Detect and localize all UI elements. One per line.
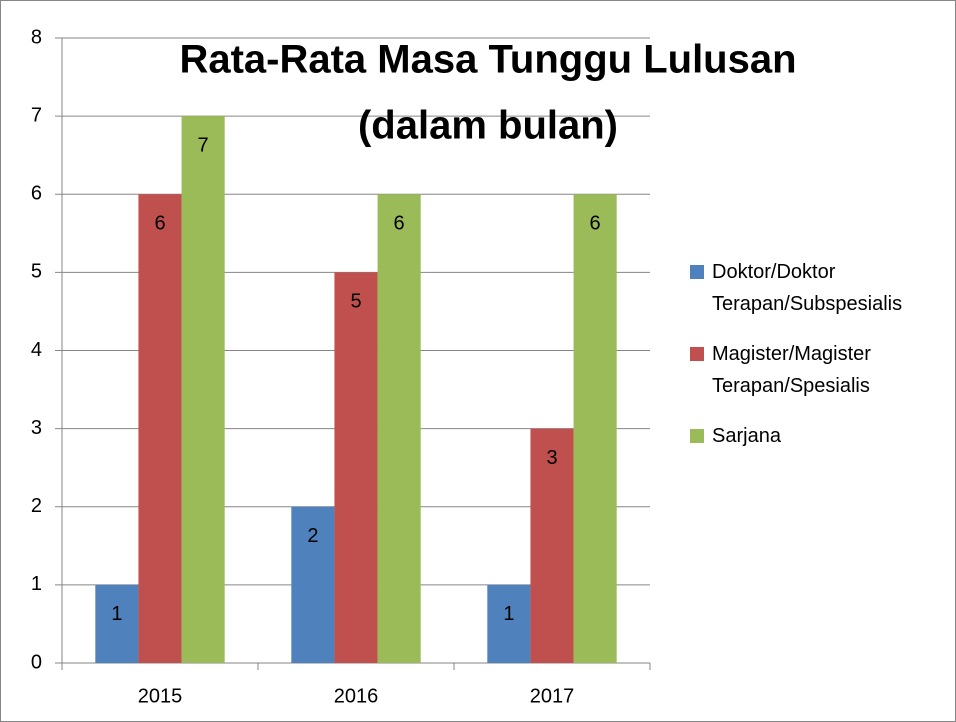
x-tick-label: 2016	[334, 685, 379, 707]
legend-swatch	[690, 429, 704, 443]
bar	[530, 428, 574, 663]
bar	[291, 506, 335, 663]
bar	[95, 584, 139, 663]
bar	[181, 116, 225, 663]
legend-swatch	[690, 347, 704, 361]
data-label: 2	[307, 525, 318, 547]
chart-subtitle: (dalam bulan)	[358, 104, 618, 148]
y-tick-label: 7	[31, 104, 42, 126]
y-tick-label: 0	[31, 651, 42, 673]
bar	[487, 584, 531, 663]
x-tick-label: 2017	[530, 685, 575, 707]
legend-item: Sarjana	[690, 420, 950, 452]
data-label: 6	[154, 213, 165, 235]
y-tick-label: 6	[31, 183, 42, 205]
bar	[377, 194, 421, 663]
bar	[138, 194, 182, 663]
y-tick-label: 5	[31, 261, 42, 283]
data-label: 6	[394, 213, 405, 235]
y-tick-label: 1	[31, 573, 42, 595]
legend-swatch	[690, 265, 704, 279]
bar	[573, 194, 617, 663]
legend-label: Magister/Magister Terapan/Spesialis	[712, 343, 871, 397]
chart-title: Rata-Rata Masa Tunggu Lulusan	[179, 38, 796, 82]
data-label: 5	[350, 291, 361, 313]
data-label: 7	[198, 134, 209, 156]
x-tick-label: 2015	[138, 685, 183, 707]
legend-item: Magister/Magister Terapan/Spesialis	[690, 338, 950, 402]
y-tick-label: 8	[31, 26, 42, 48]
y-tick-label: 4	[31, 339, 42, 361]
y-tick-label: 3	[31, 417, 42, 439]
data-label: 6	[590, 213, 601, 235]
legend-label: Sarjana	[712, 425, 781, 447]
data-label: 3	[546, 447, 557, 469]
bar	[334, 272, 378, 663]
data-label: 1	[503, 603, 514, 625]
legend-label: Doktor/Doktor Terapan/Subspesialis	[712, 261, 903, 315]
data-label: 1	[111, 603, 122, 625]
legend-item: Doktor/Doktor Terapan/Subspesialis	[690, 256, 950, 320]
y-tick-label: 2	[31, 495, 42, 517]
